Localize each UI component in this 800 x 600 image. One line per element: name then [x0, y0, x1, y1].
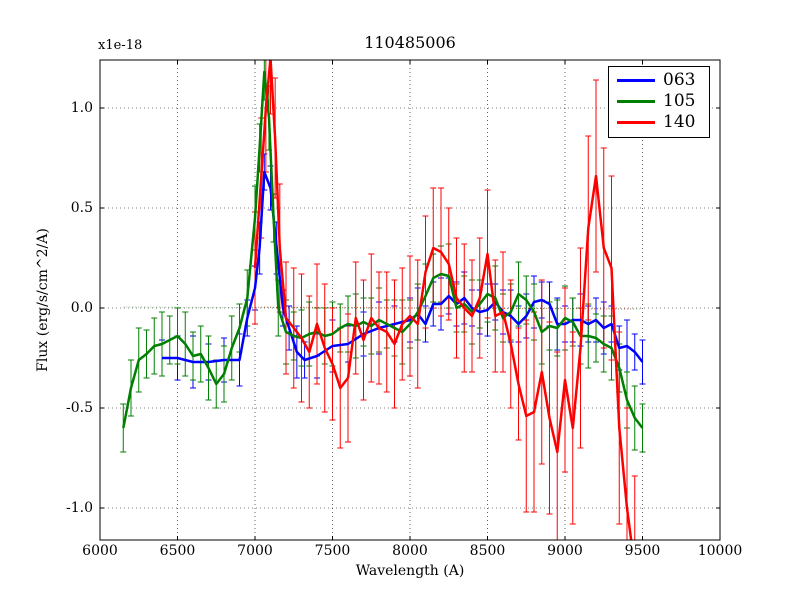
y-tick-label: 1.0	[70, 100, 93, 116]
legend-item-063: 063	[617, 70, 695, 90]
legend-item-105: 105	[617, 91, 695, 111]
y-offset-label: x1e-18	[98, 38, 143, 53]
series-line-063	[162, 170, 644, 364]
legend-swatch-105	[617, 99, 655, 103]
legend-item-140: 140	[617, 112, 695, 132]
x-tick-label: 7000	[237, 543, 273, 559]
x-tick-label: 6500	[159, 543, 196, 559]
x-tick-label: 6000	[82, 543, 118, 559]
y-tick-label: -1.0	[66, 500, 93, 516]
tick-marks	[99, 60, 721, 540]
legend-swatch-140	[617, 120, 655, 124]
x-axis-label: Wavelength (A)	[355, 563, 465, 579]
data-lines	[122, 60, 644, 540]
y-tick-label: 0.5	[70, 200, 93, 216]
x-tick-label: 8000	[392, 543, 428, 559]
legend-swatch-063	[617, 78, 655, 82]
y-tick-label: 0.0	[70, 300, 93, 316]
series-line-140	[253, 60, 633, 540]
x-tick-label: 7500	[314, 543, 351, 559]
legend-label: 140	[663, 112, 696, 132]
chart-title: 110485006	[364, 33, 456, 52]
error-bars	[120, 60, 646, 540]
x-tick-label: 10000	[697, 543, 743, 559]
x-tick-label: 9500	[624, 543, 661, 559]
legend-label: 105	[663, 91, 696, 111]
y-axis-label: Flux (erg/s/cm^2/A)	[35, 228, 51, 372]
x-tick-label: 8500	[469, 543, 506, 559]
x-tick-label: 9000	[547, 543, 583, 559]
y-tick-label: -0.5	[66, 400, 93, 416]
legend-label: 063	[663, 70, 696, 90]
legend: 063 105 140	[608, 66, 710, 138]
